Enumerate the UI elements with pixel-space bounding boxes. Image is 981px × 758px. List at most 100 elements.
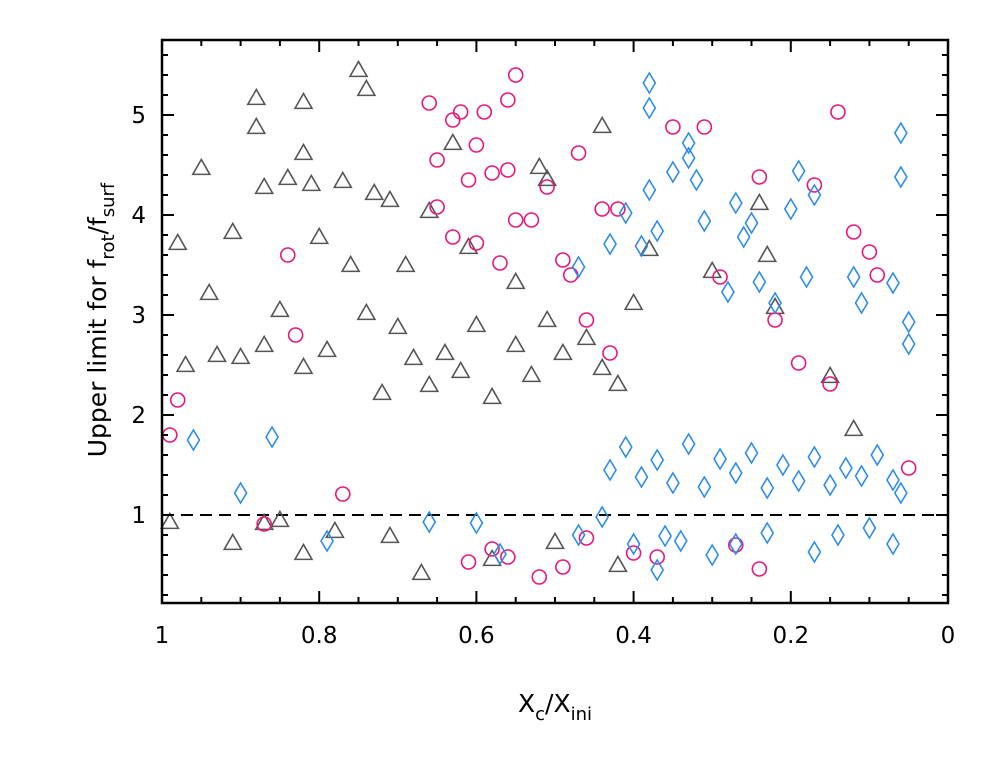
diamond-point <box>713 447 727 471</box>
diamond-point <box>681 131 696 155</box>
diamond-point <box>595 505 610 529</box>
triangle-point <box>403 347 424 366</box>
circle-point <box>751 561 768 577</box>
diamond-point <box>838 456 853 480</box>
triangle-point <box>222 221 243 240</box>
diamond-point <box>233 481 248 505</box>
y-axis-title-sub2: surf <box>98 182 119 217</box>
circle-point <box>287 327 304 343</box>
circle-point <box>578 312 595 328</box>
triangle-point <box>537 168 558 187</box>
triangle-point <box>537 309 558 328</box>
triangle-point <box>458 236 479 255</box>
diamond-point <box>799 265 814 289</box>
diamond-point <box>791 469 806 493</box>
diamond-point <box>862 516 877 540</box>
triangle-point <box>277 167 298 186</box>
diamond-point <box>634 234 649 258</box>
circle-point <box>468 235 485 251</box>
triangle-point <box>301 173 322 192</box>
triangle-point <box>608 554 628 573</box>
triangle-point <box>270 509 290 528</box>
circle-point <box>500 162 516 178</box>
triangle-point <box>505 271 526 290</box>
triangle-point <box>254 512 275 531</box>
data-points <box>159 59 917 585</box>
triangle-point <box>411 562 432 581</box>
diamond-point <box>893 165 908 189</box>
triangle-point <box>309 226 330 245</box>
diamond-point <box>728 461 743 485</box>
diamond-point <box>697 475 712 499</box>
y-tick-label: 2 <box>131 403 146 429</box>
diamond-point <box>752 270 767 294</box>
diamond-point <box>728 532 743 556</box>
circle-point <box>429 152 445 168</box>
diamond-point <box>893 121 908 145</box>
triangle-point <box>175 354 196 373</box>
circle-point <box>256 516 272 532</box>
triangle-point <box>293 142 314 161</box>
circle-point <box>539 179 555 195</box>
diamond-point <box>846 265 861 289</box>
circle-point <box>421 95 438 111</box>
diamond-point <box>697 209 712 233</box>
diamond-point <box>760 476 775 500</box>
diamond-point <box>618 435 633 459</box>
triangle-point <box>843 418 864 437</box>
x-axis-title-sub2: ini <box>571 704 592 725</box>
diamond-point <box>886 271 900 295</box>
triangle-point <box>364 182 385 201</box>
diamond-point <box>854 291 869 315</box>
circle-point <box>696 119 713 135</box>
circle-point <box>712 269 728 285</box>
diamond-point <box>642 178 657 202</box>
y-axis-title-prefix: Upper limit for f <box>83 258 112 457</box>
x-tick-labels: 1 0.8 0.6 0.4 0.2 0 <box>155 623 956 649</box>
triangle-point <box>592 357 613 376</box>
triangle-point <box>387 316 408 335</box>
circle-point <box>665 119 681 135</box>
triangle-point <box>592 115 613 134</box>
diamond-point <box>571 523 586 547</box>
triangle-point <box>356 78 377 97</box>
circle-point <box>476 104 493 120</box>
diamond-point <box>603 232 617 256</box>
diamond-point <box>831 523 845 547</box>
y-tick-label: 1 <box>131 503 146 529</box>
diamond-point <box>744 211 759 235</box>
diamond-point <box>791 159 806 183</box>
triangle-point <box>529 156 550 175</box>
triangle-point <box>207 344 227 363</box>
triangle-point <box>521 364 542 383</box>
circle-point <box>460 172 477 188</box>
triangle-point <box>254 334 275 353</box>
triangle-point <box>505 334 526 353</box>
triangle-point <box>380 189 400 208</box>
triangle-point <box>749 192 770 211</box>
triangle-point <box>293 542 314 561</box>
triangle-point <box>552 342 573 361</box>
diamond-point <box>493 542 507 566</box>
circle-point <box>625 545 642 561</box>
x-axis-title-sep: / <box>545 689 554 718</box>
circle-point <box>507 212 524 228</box>
diamond-point <box>658 524 672 548</box>
circle-point <box>468 137 485 153</box>
triangle-point <box>167 232 188 251</box>
y-tick-label: 5 <box>131 103 146 129</box>
triangle-point <box>159 511 180 530</box>
diamond-point <box>618 201 633 225</box>
x-tick-label: 0.6 <box>458 623 495 649</box>
diamond-point <box>650 219 665 243</box>
triangle-point <box>325 520 345 539</box>
y-axis-title: Upper limit for frot/fsurf <box>83 182 119 457</box>
triangle-point <box>270 299 290 318</box>
triangle-point <box>482 386 502 405</box>
circle-point <box>500 92 516 108</box>
circle-point <box>500 549 516 565</box>
circle-point <box>445 229 461 245</box>
diamond-point <box>854 464 869 488</box>
triangle-point <box>639 238 660 257</box>
diamond-point <box>807 540 822 564</box>
